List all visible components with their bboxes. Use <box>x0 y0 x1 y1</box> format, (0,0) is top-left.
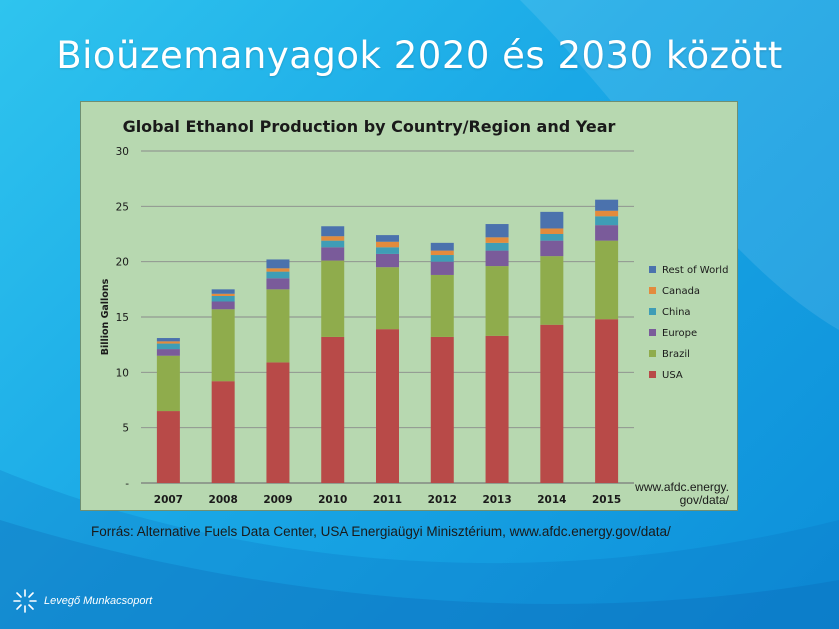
bar-china <box>540 234 564 241</box>
bar-usa <box>430 336 454 483</box>
bar-canada <box>266 268 290 272</box>
legend-entry: Canada <box>662 286 700 297</box>
source-text: Forrás: Alternative Fuels Data Center, U… <box>91 524 671 539</box>
bar-china <box>156 343 180 350</box>
bar-usa <box>211 381 235 483</box>
y-tick-label: 30 <box>116 146 129 158</box>
bar-canada <box>156 341 180 344</box>
bar-china <box>266 271 290 279</box>
x-tick-label: 2013 <box>482 494 511 506</box>
x-tick-label: 2007 <box>154 494 183 506</box>
y-tick-label: - <box>125 478 129 490</box>
bar-europe <box>211 301 235 310</box>
bar-usa <box>376 329 399 483</box>
bar-rest-of-world <box>321 226 345 237</box>
chart-note-line: gov/data/ <box>680 493 730 507</box>
y-tick-label: 10 <box>116 367 129 379</box>
bar-usa <box>595 319 619 483</box>
chart-title: Global Ethanol Production by Country/Reg… <box>123 117 616 136</box>
legend-entry: China <box>662 307 691 318</box>
bar-europe <box>540 240 564 257</box>
bar-rest-of-world <box>156 338 180 342</box>
logo-text: Levegő Munkacsoport <box>44 595 153 607</box>
y-tick-label: 25 <box>116 201 129 213</box>
bar-china <box>485 242 509 251</box>
bar-brazil <box>540 256 564 325</box>
y-tick-label: 20 <box>116 257 129 269</box>
bar-rest-of-world <box>540 211 564 229</box>
bar-brazil <box>321 260 345 337</box>
bar-europe <box>156 349 180 356</box>
bar-rest-of-world <box>376 235 399 242</box>
bar-rest-of-world <box>430 242 454 251</box>
bar-canada <box>211 293 235 296</box>
bar-canada <box>321 236 345 241</box>
x-tick-label: 2010 <box>318 494 347 506</box>
bar-europe <box>266 278 290 290</box>
bar-rest-of-world <box>211 289 235 294</box>
x-tick-label: 2009 <box>263 494 292 506</box>
legend-swatch <box>649 329 656 336</box>
bar-rest-of-world <box>266 259 290 269</box>
logo: Levegő Munkacsoport <box>12 588 152 614</box>
chart-note-line: www.afdc.energy. <box>634 480 729 494</box>
legend-entry: Rest of World <box>662 265 728 276</box>
bar-canada <box>376 241 399 248</box>
bar-brazil <box>595 240 619 320</box>
bar-brazil <box>211 309 235 382</box>
legend-entry: Europe <box>662 328 697 339</box>
legend-entry: USA <box>662 370 683 381</box>
y-tick-label: 15 <box>116 312 129 324</box>
ethanol-chart: Global Ethanol Production by Country/Reg… <box>100 117 730 507</box>
bar-usa <box>540 324 564 483</box>
y-axis-label: Billion Gallons <box>100 278 111 355</box>
bar-china <box>376 247 399 254</box>
bar-china <box>321 240 345 248</box>
bar-rest-of-world <box>595 199 619 211</box>
legend-swatch <box>649 350 656 357</box>
legend-entry: Brazil <box>662 349 690 360</box>
bar-brazil <box>430 274 454 337</box>
bar-canada <box>430 250 454 256</box>
x-tick-label: 2011 <box>373 494 402 506</box>
bar-rest-of-world <box>485 224 509 238</box>
bar-europe <box>321 247 345 261</box>
y-tick-label: 5 <box>122 423 129 435</box>
bar-europe <box>376 253 399 268</box>
bar-canada <box>485 237 509 243</box>
bar-brazil <box>485 266 509 336</box>
chart-frame: Global Ethanol Production by Country/Reg… <box>80 101 738 511</box>
bar-usa <box>321 336 345 483</box>
legend-swatch <box>649 371 656 378</box>
x-tick-label: 2014 <box>537 494 566 506</box>
legend-swatch <box>649 266 656 273</box>
logo-star-icon <box>13 589 37 613</box>
bar-europe <box>595 225 619 241</box>
bar-canada <box>540 228 564 234</box>
bar-china <box>595 216 619 226</box>
x-tick-label: 2015 <box>592 494 621 506</box>
bar-brazil <box>156 355 180 412</box>
bar-china <box>211 295 235 302</box>
bar-europe <box>485 250 509 267</box>
bar-canada <box>595 210 619 217</box>
bar-usa <box>266 362 290 483</box>
bar-usa <box>485 335 509 483</box>
x-tick-label: 2008 <box>209 494 238 506</box>
bar-usa <box>156 411 180 483</box>
x-tick-label: 2012 <box>428 494 457 506</box>
bar-europe <box>430 261 454 275</box>
legend-swatch <box>649 308 656 315</box>
bar-brazil <box>376 267 399 330</box>
bar-brazil <box>266 289 290 363</box>
slide-title: Bioüzemanyagok 2020 és 2030 között <box>56 34 783 77</box>
legend-swatch <box>649 287 656 294</box>
bar-china <box>430 255 454 262</box>
